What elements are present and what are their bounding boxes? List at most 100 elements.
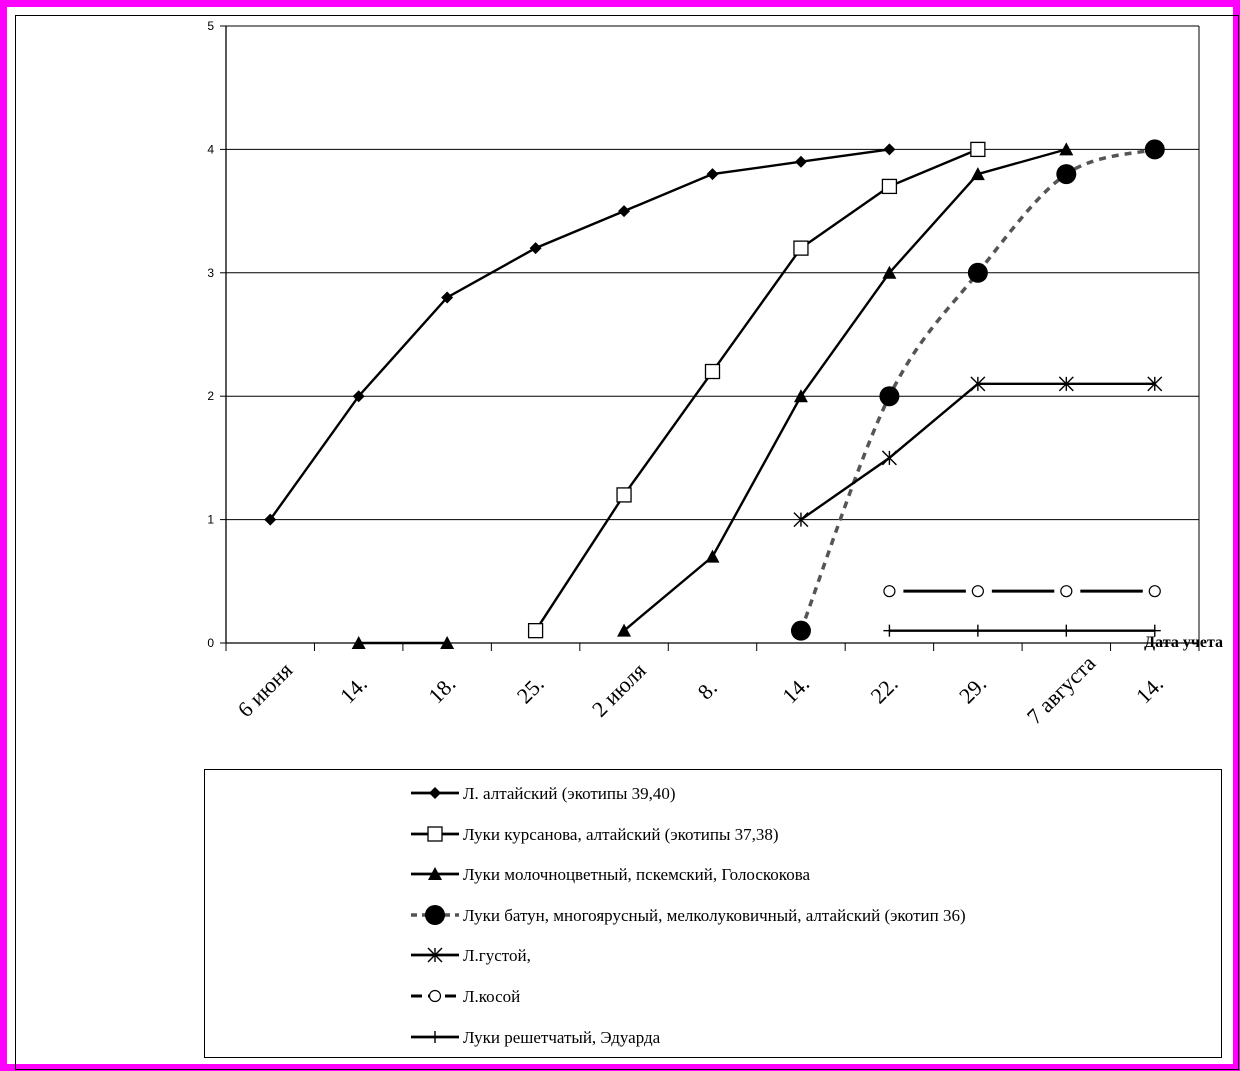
legend-marker (427, 825, 443, 842)
data-point (616, 487, 632, 503)
legend-item: Луки курсанова, алтайский (экотипы 37,38… (409, 823, 1209, 847)
x-tick-label: 8. (693, 675, 722, 704)
x-tick-label: 18. (423, 671, 460, 708)
data-point (704, 363, 721, 380)
series-line (534, 148, 979, 632)
data-point (529, 242, 542, 255)
y-tick-label: 0 (207, 636, 214, 650)
series-5 (793, 376, 1163, 528)
y-tick-label: 3 (207, 266, 214, 280)
legend-label: Л.густой, (463, 946, 531, 966)
data-point (971, 624, 984, 637)
data-point (351, 636, 366, 649)
legend-swatch (411, 787, 459, 799)
series-3 (351, 142, 1074, 649)
data-point (617, 623, 632, 637)
data-point (527, 623, 544, 639)
legend-label: Л. алтайский (экотипы 39,40) (463, 784, 676, 803)
x-axis-title: Дата учета (1144, 634, 1223, 651)
data-point (882, 265, 897, 279)
data-point (440, 636, 455, 649)
series-4 (790, 139, 1165, 641)
legend-marker (427, 947, 443, 963)
data-point (1148, 624, 1161, 637)
x-tick-label: 25. (512, 671, 549, 708)
legend-swatch (411, 1030, 459, 1043)
series-6 (883, 585, 1161, 598)
legend-marker (429, 1030, 441, 1043)
series-2 (527, 141, 986, 639)
data-point (352, 390, 365, 403)
data-point (883, 624, 896, 637)
data-point (1147, 376, 1163, 392)
data-point (1056, 164, 1077, 185)
data-point (1060, 585, 1073, 598)
data-point (1059, 142, 1074, 156)
data-point (793, 512, 809, 528)
series-line (623, 148, 1067, 632)
legend-item: Л.косой (409, 985, 1209, 1009)
data-point (970, 376, 986, 392)
legend-item: Л. алтайский (экотипы 39,40) (409, 782, 1209, 806)
data-point (790, 620, 811, 641)
data-point (1148, 585, 1161, 598)
legend-marker (428, 989, 442, 1003)
x-tick-label: 22. (866, 671, 903, 708)
legend-item: Луки батун, многоярусный, мелколуковичны… (409, 904, 1209, 928)
page-frame-inner (15, 15, 1239, 1070)
x-tick-label: 7 августа (1022, 650, 1101, 729)
data-point (618, 205, 631, 218)
y-tick-label: 1 (207, 513, 214, 527)
data-point (881, 178, 898, 195)
legend-swatch (411, 904, 459, 925)
data-point (793, 240, 809, 256)
legend-item: Луки молочноцветный, пскемский, Голоскок… (409, 863, 1209, 887)
y-tick-label: 2 (207, 389, 214, 403)
data-point (970, 167, 985, 181)
data-point (971, 585, 984, 598)
data-point (883, 585, 896, 598)
legend-label: Луки батун, многоярусный, мелколуковичны… (463, 905, 966, 925)
series-line (269, 148, 890, 521)
x-tick-label: 6 июня (233, 657, 298, 722)
x-tick-label: 2 июля (587, 658, 651, 722)
y-tick-label: 5 (207, 19, 214, 33)
x-tick-label: 29. (954, 671, 991, 708)
x-tick-label: 14. (777, 671, 814, 708)
legend-swatch (411, 825, 459, 842)
data-point (970, 141, 986, 158)
legend-swatch (411, 947, 459, 963)
data-point (883, 143, 896, 156)
legend-label: Луки молочноцветный, пскемский, Голоскок… (463, 865, 811, 885)
series-7 (883, 624, 1161, 637)
legend-marker (425, 904, 445, 925)
y-tick-label: 4 (207, 142, 214, 156)
data-point (1058, 376, 1074, 392)
legend-marker (429, 787, 441, 799)
data-point (264, 513, 277, 526)
data-point (794, 155, 807, 168)
legend-item: Л.густой, (409, 944, 1209, 968)
data-point (967, 262, 988, 283)
legend-label: Луки решетчатый, Эдуарда (463, 1027, 661, 1047)
data-point (705, 549, 720, 563)
data-point (1144, 139, 1165, 160)
legend-item: Луки решетчатый, Эдуарда (409, 1026, 1209, 1050)
data-point (879, 386, 900, 407)
legend-swatch (411, 989, 459, 1003)
legend-label: Л.косой (463, 987, 521, 1006)
chart-legend: Л. алтайский (экотипы 39,40) Луки курсано… (204, 769, 1222, 1058)
x-tick-label: 14. (1131, 671, 1168, 708)
series-line (800, 382, 1155, 521)
legend-swatch (411, 867, 459, 881)
legend-marker (428, 867, 442, 881)
x-tick-label: 14. (335, 671, 372, 708)
data-point (1060, 624, 1073, 637)
series-line (799, 147, 1156, 632)
data-point (881, 450, 897, 466)
series-1 (264, 143, 896, 526)
data-point (706, 168, 719, 181)
data-point (441, 291, 454, 304)
